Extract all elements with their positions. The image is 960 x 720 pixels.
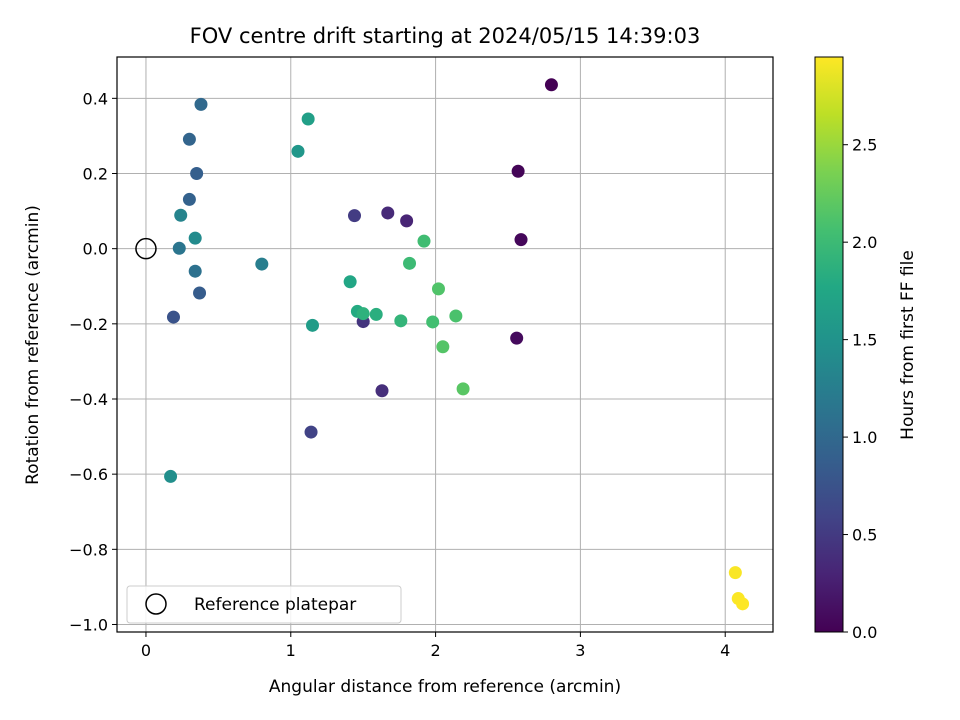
x-tick-label: 3	[575, 641, 585, 660]
data-point	[728, 566, 742, 580]
data-point	[255, 257, 269, 271]
colorbar-tick-label: 0.0	[852, 623, 877, 642]
y-tick-label: 0.2	[83, 165, 108, 184]
y-tick-label: 0.0	[83, 240, 108, 259]
chart-title: FOV centre drift starting at 2024/05/15 …	[190, 24, 701, 48]
data-point	[193, 286, 207, 300]
data-point	[736, 597, 750, 611]
colorbar-ticks: 0.0 0.5 1.0 1.5 2.0 2.5	[843, 136, 877, 642]
colorbar-tick-label: 1.0	[852, 428, 877, 447]
data-point	[510, 331, 524, 345]
data-point	[188, 231, 202, 245]
colorbar-tick-label: 1.5	[852, 331, 877, 350]
data-point	[400, 214, 414, 228]
data-point	[511, 164, 525, 178]
legend-marker-reference	[145, 593, 167, 615]
data-point	[394, 314, 408, 328]
data-point	[375, 384, 389, 398]
x-tick-label: 4	[720, 641, 730, 660]
data-point	[514, 233, 528, 247]
y-tick-label: −0.6	[69, 465, 108, 484]
x-axis-ticks: 0 1 2 3 4	[141, 632, 730, 660]
data-point	[188, 264, 202, 278]
x-tick-label: 0	[141, 641, 151, 660]
data-point	[166, 310, 180, 324]
data-point	[431, 282, 445, 296]
data-point	[343, 275, 357, 289]
data-point	[449, 309, 463, 323]
data-point	[381, 206, 395, 220]
data-point	[456, 382, 470, 396]
colorbar	[814, 56, 844, 633]
legend: Reference platepar	[126, 585, 402, 624]
legend-box	[126, 585, 402, 624]
colorbar-label: Hours from first FF file	[898, 250, 918, 440]
y-tick-label: −1.0	[69, 615, 108, 634]
data-point	[426, 315, 440, 329]
colorbar-tick-label: 2.0	[852, 233, 877, 252]
data-point	[403, 256, 417, 270]
data-point	[304, 425, 318, 439]
data-points	[164, 78, 750, 611]
y-tick-label: −0.2	[69, 315, 108, 334]
data-point	[417, 234, 431, 248]
data-point	[174, 208, 188, 222]
data-point	[356, 307, 370, 321]
data-point	[172, 241, 186, 255]
data-point	[301, 112, 315, 126]
y-axis-ticks: −1.0 −0.8 −0.6 −0.4 −0.2 0.0 0.2 0.4	[69, 89, 117, 634]
y-tick-label: −0.4	[69, 390, 108, 409]
data-point	[291, 144, 305, 158]
data-point	[182, 132, 196, 146]
colorbar-tick-label: 2.5	[852, 136, 877, 155]
data-point	[347, 209, 361, 223]
data-point	[194, 97, 208, 111]
data-point	[369, 307, 383, 321]
y-axis-label: Rotation from reference (arcmin)	[23, 205, 43, 485]
data-point	[190, 167, 204, 181]
grid-lines	[117, 57, 773, 632]
y-tick-label: 0.4	[83, 89, 108, 108]
x-tick-label: 2	[430, 641, 440, 660]
x-axis-label: Angular distance from reference (arcmin)	[269, 677, 621, 697]
y-tick-label: −0.8	[69, 540, 108, 559]
reference-point-marker	[135, 237, 157, 260]
data-point	[164, 469, 178, 483]
colorbar-tick-label: 0.5	[852, 526, 877, 545]
data-point	[305, 318, 319, 332]
data-point	[436, 340, 450, 354]
data-point	[544, 78, 558, 92]
plot-frame	[116, 56, 774, 633]
x-tick-label: 1	[286, 641, 296, 660]
legend-label-reference: Reference platepar	[194, 595, 356, 615]
data-point	[182, 192, 196, 206]
